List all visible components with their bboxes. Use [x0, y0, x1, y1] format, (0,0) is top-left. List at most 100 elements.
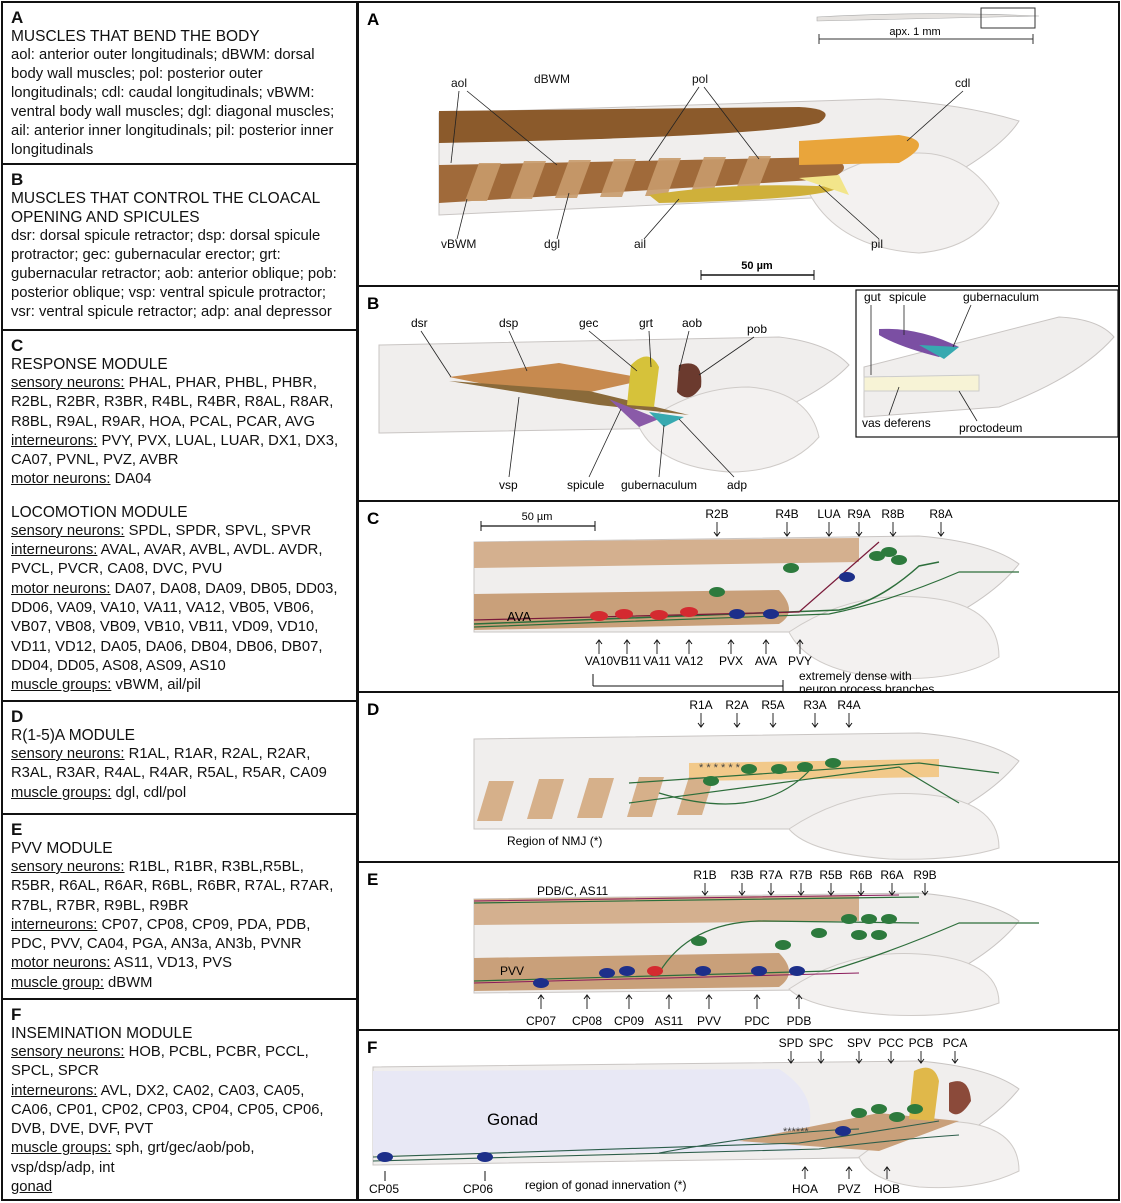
arrow-head — [787, 1058, 795, 1064]
neuron-process — [473, 571, 1019, 628]
neuron-cell — [871, 1104, 887, 1114]
arrow-head — [801, 1166, 809, 1172]
label-spicule: spicule — [567, 478, 605, 492]
neuron-row: PVCL, PVCR, CA08, DVC, PVU — [11, 561, 223, 578]
vsp-muscle — [449, 381, 689, 415]
label-gonad: Gonad — [487, 1110, 538, 1129]
neuron-cell — [615, 609, 633, 619]
nmj-asterisks: * * * * * * — [699, 762, 741, 774]
neuron-cell — [729, 609, 745, 619]
inset-label-vas-deferens: vas deferens — [862, 416, 931, 430]
neuron-label: AS11 — [655, 1014, 684, 1028]
neuron-label: PDC — [744, 1014, 770, 1028]
neuron-label: R4A — [837, 698, 860, 712]
neuron-label: PVZ — [837, 1182, 860, 1196]
zoom-box — [980, 7, 1036, 29]
right-panel-e: E PDB/C, AS11 PVV R1B R3B R7A R7B R5B R6B R6A R… — [357, 861, 1120, 1031]
label-vbwm: vBWM — [441, 237, 476, 251]
arrow-head — [701, 890, 709, 896]
dense-note-1: extremely dense with — [799, 669, 912, 683]
arrow-head — [889, 531, 897, 537]
muscle-diagram-a: A apx. 1 mm aol dBWM pol cdl vBWM dgl — [367, 7, 1040, 280]
neuron-label: VA12 — [675, 654, 704, 668]
left-panel-a: A MUSCLES THAT BEND THE BODY aol: anteri… — [1, 1, 358, 165]
panel-title: MUSCLES THAT CONTROL THE CLOACAL OPENING… — [11, 190, 320, 226]
module-title: INSEMINATION MODULE — [11, 1025, 193, 1042]
neuron-row: PDC, PVV, CA04, PGA, AN3a, AN3b, PVNR — [11, 936, 302, 953]
dense-note-2: neuron process branches — [799, 682, 934, 693]
neuron-cell — [377, 1152, 393, 1162]
label-gonad-innervation: region of gonad innervation (*) — [525, 1178, 686, 1192]
label-cdl: cdl — [955, 76, 970, 90]
panel-letter: C — [367, 509, 379, 528]
panel-letter: E — [367, 870, 378, 889]
arrow-head — [783, 531, 791, 537]
label-pvv: PVV — [500, 964, 524, 978]
neuron-cell — [871, 930, 887, 940]
panel-letter: D — [11, 707, 24, 726]
neuron-cells-green — [709, 547, 907, 597]
arrow-head — [888, 890, 896, 896]
worm-overview — [816, 13, 1040, 22]
dsp-muscle — [449, 363, 649, 399]
neuron-label: VA11 — [643, 654, 671, 668]
arrow-head — [796, 639, 804, 645]
arrow-head — [855, 531, 863, 537]
neuron-row: CA07, PVNL, PVZ, AVBR — [11, 452, 179, 469]
fan — [638, 386, 820, 473]
neuron-label: HOB — [874, 1182, 900, 1196]
neuron-row: motor neurons: DA07, DA08, DA09, DB05, D… — [11, 580, 338, 597]
neuron-row: R2BL, R2BR, R3BR, R4BL, R4BR, R8AL, R8AR… — [11, 394, 334, 411]
neuron-diagram-d: D * * * * * * Region of NMJ (*) R1A R2A R5… — [367, 698, 1020, 860]
dbwm-muscle — [439, 107, 826, 143]
neuron-cell — [789, 966, 805, 976]
left-panel-b: B MUSCLES THAT CONTROL THE CLOACAL OPENI… — [1, 163, 358, 331]
neuron-cell — [709, 587, 725, 597]
arrow-head — [857, 890, 865, 896]
label-ava: AVA — [507, 609, 531, 624]
arrow-head — [697, 722, 705, 728]
aob-muscle — [949, 1081, 971, 1115]
label-gubernaculum: gubernaculum — [621, 478, 697, 492]
neuron-cells-blue — [729, 572, 855, 619]
label-aob: aob — [682, 316, 702, 330]
neuron-row: sensory neurons: HOB, PCBL, PCBR, PCCL, — [11, 1044, 309, 1060]
neuron-label: R4B — [775, 507, 798, 521]
neuron-row: interneurons: AVAL, AVAR, AVBL, AVDL. AV… — [11, 542, 323, 559]
pil-muscle — [799, 175, 849, 195]
neuron-diagram-c: C 50 µm AVA ex — [367, 507, 1020, 693]
neuron-cell — [891, 555, 907, 565]
neuron-cell — [881, 914, 897, 924]
neuron-label: LUA — [817, 507, 840, 521]
neuron-label: R9A — [847, 507, 870, 521]
neuron-cell — [775, 940, 791, 950]
neuron-cell — [650, 610, 668, 620]
neuron-row: R3AL, R3AR, R4AL, R4AR, R5AL, R5AR, CA09 — [11, 765, 327, 782]
dorsal-muscle — [474, 895, 859, 925]
neuron-label: R9B — [913, 868, 936, 882]
neuron-cell — [741, 764, 757, 774]
neuron-cell — [680, 607, 698, 617]
neuron-cell — [861, 914, 877, 924]
neuron-cell — [619, 966, 635, 976]
neuron-label: SPC — [809, 1036, 834, 1050]
neuron-label: R5A — [761, 698, 784, 712]
neuron-process — [473, 541, 880, 621]
gubernaculum — [649, 412, 684, 427]
neuron-row: R8BL, R9AL, R9AR, HOA, PCAL, PCAR, AVG — [11, 413, 315, 430]
neuron-row: DD06, VA09, VA10, VA11, VA12, VB05, VB06… — [11, 599, 314, 616]
label-dsr: dsr — [411, 316, 428, 330]
neuron-cell — [825, 758, 841, 768]
neuron-label: R6A — [880, 868, 903, 882]
neuron-cell — [783, 563, 799, 573]
label-pdbc: PDB/C, AS11 — [537, 884, 608, 898]
label-dbwm: dBWM — [534, 72, 570, 86]
neuron-label: R3A — [803, 698, 826, 712]
label-ail: ail — [634, 237, 646, 251]
neuron-cell — [691, 936, 707, 946]
arrow-head — [769, 722, 777, 728]
panel-letter: F — [11, 1005, 22, 1024]
arrow-head — [855, 1058, 863, 1064]
neuron-cell — [647, 966, 663, 976]
arrow-head — [795, 994, 803, 1000]
